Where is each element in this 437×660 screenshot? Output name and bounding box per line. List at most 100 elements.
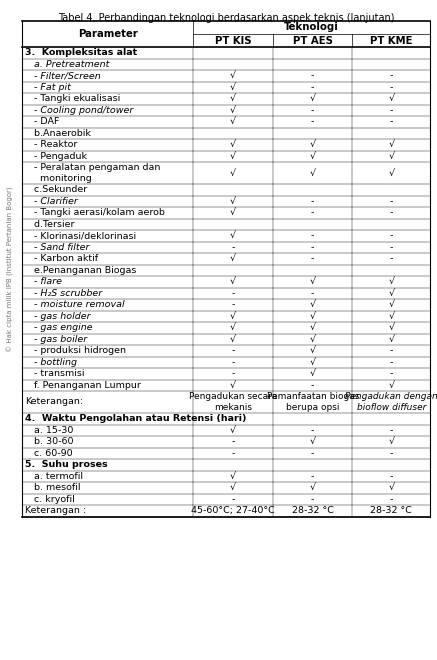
Text: √: √ xyxy=(388,277,394,286)
Text: -: - xyxy=(311,289,314,298)
Bar xyxy=(22,139,430,150)
Text: √: √ xyxy=(310,346,316,355)
Text: -: - xyxy=(311,117,314,126)
Text: √: √ xyxy=(310,323,316,332)
Bar xyxy=(22,150,430,162)
Text: Parameter: Parameter xyxy=(78,29,138,39)
Text: -: - xyxy=(389,243,393,251)
Text: -: - xyxy=(311,495,314,504)
Text: -: - xyxy=(389,106,393,115)
Bar xyxy=(22,379,430,391)
Text: √: √ xyxy=(230,254,236,263)
Bar xyxy=(22,162,430,184)
Bar xyxy=(22,59,430,70)
Text: -: - xyxy=(389,117,393,126)
Text: 28-32 °C: 28-32 °C xyxy=(292,506,333,515)
Text: √: √ xyxy=(230,141,236,149)
Text: - Tangki ekualisasi: - Tangki ekualisasi xyxy=(25,94,120,103)
Text: - Klorinasi/deklorinasi: - Klorinasi/deklorinasi xyxy=(25,231,136,240)
Text: - Tangki aerasi/kolam aerob: - Tangki aerasi/kolam aerob xyxy=(25,209,165,217)
Text: - gas holder: - gas holder xyxy=(25,312,90,321)
Text: - moisture removal: - moisture removal xyxy=(25,300,125,310)
Text: -: - xyxy=(311,82,314,92)
Text: Keterangan :: Keterangan : xyxy=(25,506,86,515)
Bar xyxy=(22,391,430,413)
Text: 28-32 °C: 28-32 °C xyxy=(370,506,412,515)
Text: - Fat pit: - Fat pit xyxy=(25,82,71,92)
Bar xyxy=(22,505,430,517)
Bar xyxy=(22,288,430,299)
Text: 4.  Waktu Pengolahan atau Retensi (hari): 4. Waktu Pengolahan atau Retensi (hari) xyxy=(25,414,246,423)
Text: c. 60-90: c. 60-90 xyxy=(25,449,73,458)
Text: - Karbon aktif: - Karbon aktif xyxy=(25,254,98,263)
Text: f. Penanganan Lumpur: f. Penanganan Lumpur xyxy=(25,381,141,390)
Text: Pengadukan dengan
bioflow diffuser: Pengadukan dengan bioflow diffuser xyxy=(345,392,437,412)
Bar xyxy=(22,21,193,47)
Text: -: - xyxy=(389,358,393,367)
Bar xyxy=(22,81,430,93)
Text: -: - xyxy=(232,358,235,367)
Text: √: √ xyxy=(388,94,394,103)
Text: - flare: - flare xyxy=(25,277,62,286)
Text: -: - xyxy=(311,197,314,206)
Bar xyxy=(22,356,430,368)
Text: √: √ xyxy=(230,209,236,217)
Text: √: √ xyxy=(310,168,316,178)
Text: -: - xyxy=(232,495,235,504)
Text: √: √ xyxy=(388,152,394,161)
Text: -: - xyxy=(311,449,314,458)
Bar xyxy=(22,494,430,505)
Bar xyxy=(22,93,430,104)
Bar xyxy=(22,333,430,345)
Text: √: √ xyxy=(230,197,236,206)
Text: -: - xyxy=(311,231,314,240)
Text: √: √ xyxy=(310,358,316,367)
Text: - Cooling pond/tower: - Cooling pond/tower xyxy=(25,106,133,115)
Text: √: √ xyxy=(388,335,394,344)
Bar xyxy=(22,299,430,310)
Text: - Sand filter: - Sand filter xyxy=(25,243,90,251)
Text: -: - xyxy=(389,254,393,263)
Text: b. mesofil: b. mesofil xyxy=(25,483,80,492)
Text: √: √ xyxy=(230,94,236,103)
Bar xyxy=(22,413,430,424)
Text: -: - xyxy=(389,369,393,378)
Text: √: √ xyxy=(388,381,394,390)
Text: √: √ xyxy=(230,472,236,480)
Text: -: - xyxy=(389,197,393,206)
Text: - Filter/Screen: - Filter/Screen xyxy=(25,71,101,81)
Bar xyxy=(22,276,430,288)
Text: √: √ xyxy=(230,381,236,390)
Text: - Reaktor: - Reaktor xyxy=(25,141,77,149)
Text: -: - xyxy=(232,449,235,458)
Text: Keterangan:: Keterangan: xyxy=(25,397,83,407)
Bar xyxy=(22,482,430,494)
Text: √: √ xyxy=(230,106,236,115)
Bar xyxy=(22,242,430,253)
Text: √: √ xyxy=(388,483,394,492)
Text: Tabel 4. Perbandingan teknologi berdasarkan aspek teknis (lanjutan): Tabel 4. Perbandingan teknologi berdasar… xyxy=(58,13,394,23)
Bar xyxy=(22,424,430,436)
Text: - Peralatan pengaman dan
     monitoring: - Peralatan pengaman dan monitoring xyxy=(25,163,160,183)
Text: -: - xyxy=(389,82,393,92)
Text: d.Tersier: d.Tersier xyxy=(25,220,74,229)
Text: √: √ xyxy=(230,168,236,178)
Text: √: √ xyxy=(230,231,236,240)
Text: √: √ xyxy=(230,335,236,344)
Text: b. 30-60: b. 30-60 xyxy=(25,437,73,446)
Text: Pengadukan secara
mekanis: Pengadukan secara mekanis xyxy=(189,392,277,412)
Text: a. Pretreatment: a. Pretreatment xyxy=(25,60,109,69)
Bar xyxy=(22,230,430,242)
Text: √: √ xyxy=(388,141,394,149)
Text: -: - xyxy=(389,346,393,355)
Text: - produksi hidrogen: - produksi hidrogen xyxy=(25,346,126,355)
Text: √: √ xyxy=(230,117,236,126)
Text: -: - xyxy=(389,426,393,435)
Text: -: - xyxy=(389,209,393,217)
Text: -: - xyxy=(232,289,235,298)
Text: √: √ xyxy=(230,82,236,92)
Text: -: - xyxy=(311,106,314,115)
Bar xyxy=(22,265,430,276)
Text: √: √ xyxy=(310,369,316,378)
Text: -: - xyxy=(389,71,393,81)
